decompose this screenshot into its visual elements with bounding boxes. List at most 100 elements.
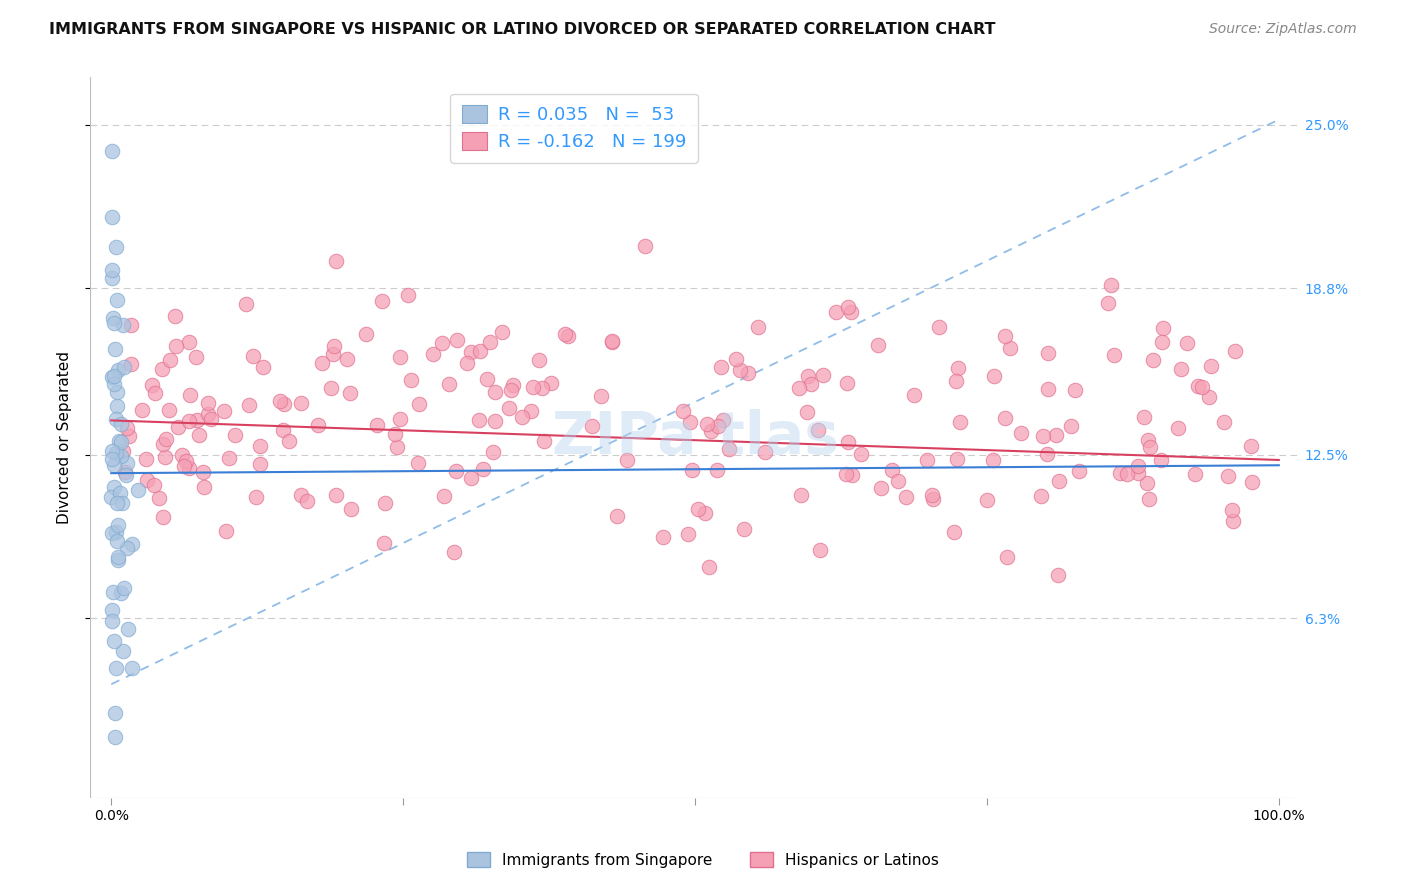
Point: [100, 490, 122, 504]
Point: [835, 467, 858, 481]
Point: [101, 211, 124, 225]
Point: [1036, 447, 1059, 461]
Point: [269, 393, 291, 408]
Point: [849, 447, 872, 461]
Point: [384, 426, 406, 441]
Point: [290, 396, 312, 410]
Point: [193, 480, 215, 494]
Point: [1175, 336, 1198, 351]
Point: [212, 404, 235, 418]
Point: [1036, 346, 1059, 360]
Point: [1097, 296, 1119, 310]
Point: [1064, 384, 1087, 398]
Point: [159, 352, 181, 367]
Point: [297, 494, 319, 508]
Point: [1136, 476, 1159, 491]
Point: [1133, 409, 1156, 424]
Point: [117, 623, 139, 637]
Point: [110, 450, 132, 464]
Point: [917, 452, 939, 467]
Point: [790, 488, 813, 502]
Point: [1223, 343, 1246, 358]
Point: [484, 414, 506, 428]
Point: [103, 634, 125, 648]
Point: [606, 509, 628, 524]
Point: [976, 492, 998, 507]
Point: [340, 502, 363, 516]
Point: [277, 434, 299, 449]
Point: [880, 462, 903, 476]
Point: [120, 357, 142, 371]
Point: [152, 437, 174, 451]
Point: [142, 477, 165, 491]
Point: [374, 496, 396, 510]
Point: [841, 468, 863, 483]
Point: [1216, 469, 1239, 483]
Point: [481, 445, 503, 459]
Point: [1060, 418, 1083, 433]
Point: [672, 403, 695, 417]
Point: [527, 353, 550, 368]
Point: [105, 533, 128, 548]
Point: [1152, 321, 1174, 335]
Point: [224, 428, 246, 442]
Point: [271, 423, 294, 437]
Point: [688, 502, 710, 516]
Point: [717, 442, 740, 457]
Point: [108, 485, 131, 500]
Point: [460, 471, 482, 485]
Point: [475, 371, 498, 385]
Point: [191, 465, 214, 479]
Point: [922, 492, 945, 507]
Point: [422, 347, 444, 361]
Point: [110, 434, 132, 449]
Point: [983, 453, 1005, 467]
Point: [1198, 390, 1220, 404]
Point: [174, 454, 197, 468]
Point: [787, 381, 810, 395]
Point: [711, 412, 734, 426]
Point: [1152, 334, 1174, 349]
Point: [307, 417, 329, 432]
Point: [1220, 503, 1243, 517]
Point: [101, 525, 124, 540]
Point: [112, 444, 135, 458]
Point: [616, 453, 638, 467]
Point: [111, 496, 134, 510]
Point: [737, 366, 759, 380]
Point: [456, 356, 478, 370]
Point: [245, 490, 267, 504]
Point: [242, 349, 264, 363]
Point: [903, 388, 925, 402]
Point: [1191, 380, 1213, 394]
Point: [155, 432, 177, 446]
Point: [135, 452, 157, 467]
Point: [994, 410, 1017, 425]
Point: [600, 334, 623, 348]
Point: [115, 456, 138, 470]
Point: [290, 488, 312, 502]
Point: [107, 553, 129, 567]
Point: [837, 301, 859, 315]
Point: [131, 403, 153, 417]
Point: [101, 311, 124, 326]
Point: [1150, 452, 1173, 467]
Point: [110, 417, 132, 432]
Point: [1184, 467, 1206, 481]
Point: [385, 440, 408, 454]
Point: [170, 448, 193, 462]
Point: [733, 522, 755, 536]
Point: [200, 412, 222, 426]
Point: [811, 368, 834, 382]
Point: [994, 329, 1017, 343]
Point: [800, 376, 823, 391]
Point: [946, 361, 969, 376]
Point: [325, 254, 347, 268]
Point: [1139, 440, 1161, 454]
Point: [430, 336, 453, 351]
Point: [747, 319, 769, 334]
Point: [707, 418, 730, 433]
Point: [388, 411, 411, 425]
Point: [104, 730, 127, 744]
Point: [921, 488, 943, 502]
